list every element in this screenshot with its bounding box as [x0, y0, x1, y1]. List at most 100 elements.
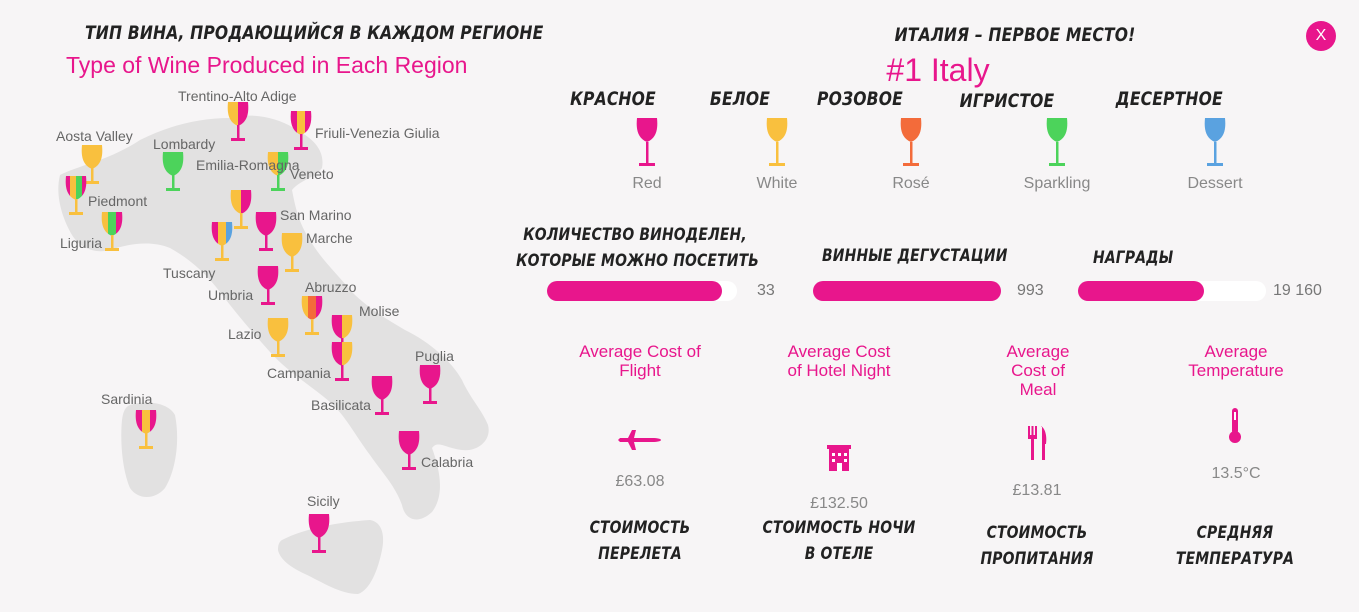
legend-white-label: White: [756, 175, 798, 192]
awards-bar: [1078, 281, 1266, 301]
region-label-marche: Marche: [306, 230, 353, 246]
sparkling-wine-glass-icon: [1046, 118, 1068, 166]
meal-cost-title: Average Cost of Meal: [1006, 342, 1070, 399]
legend-dessert-label: Dessert: [1187, 175, 1243, 192]
legend-sparkling-ru: ИГРИСТОЕ: [959, 90, 1055, 112]
close-button[interactable]: X: [1306, 21, 1336, 51]
glass-basilicata: [371, 376, 393, 415]
awards-value: 19 160: [1273, 282, 1322, 299]
hotel-cost-ru-line1: СТОИМОСТЬ НОЧИ: [762, 518, 916, 538]
region-label-piedmont: Piedmont: [88, 193, 148, 209]
glass-sicily: [308, 514, 330, 553]
hotel-cost-value: £132.50: [810, 495, 868, 512]
hotel-icon: [827, 445, 851, 471]
header-subtitle-ru: ИТАЛИЯ – ПЕРВОЕ МЕСТО!: [894, 24, 1136, 46]
glass-lazio: [267, 318, 289, 357]
region-label-aosta: Aosta Valley: [56, 128, 133, 144]
glass-marche: [281, 233, 303, 272]
map-glasses: [65, 102, 441, 553]
glass-veneto: [267, 152, 289, 191]
glass-abruzzo: [301, 296, 323, 335]
fork-knife-icon: [1028, 426, 1047, 460]
flight-cost-ru-line2: ПЕРЕЛЕТА: [598, 544, 682, 564]
wineries-bar: [547, 281, 737, 301]
glass-tuscany: [211, 222, 233, 261]
flight-cost-ru: СТОИМОСТЬ ПЕРЕЛЕТА: [574, 515, 705, 567]
red-wine-glass-icon: [636, 118, 658, 166]
flight-cost-title: Average Cost of Flight: [579, 342, 701, 380]
region-label-emilia: Emilia-Romagna: [196, 157, 300, 173]
region-label-veneto: Veneto: [290, 166, 334, 182]
temperature-ru-line2: ТЕМПЕРАТУРА: [1175, 549, 1295, 569]
tastings-bar-fill: [813, 281, 1001, 301]
region-label-lombardy: Lombardy: [153, 136, 216, 152]
region-label-tuscany: Tuscany: [163, 265, 216, 281]
region-label-sicily: Sicily: [307, 493, 340, 509]
legend-white-ru: БЕЛОЕ: [709, 88, 771, 110]
region-label-puglia: Puglia: [415, 348, 454, 364]
region-label-basilicata: Basilicata: [311, 397, 371, 413]
glass-umbria: [257, 266, 279, 305]
hotel-cost-ru-line2: В ОТЕЛЕ: [804, 544, 874, 564]
meal-cost-value: £13.81: [1012, 482, 1062, 499]
region-label-molise: Molise: [359, 303, 400, 319]
region-label-sardinia: Sardinia: [101, 391, 153, 407]
flight-cost-value: £63.08: [615, 473, 665, 490]
glass-piedmont: [65, 176, 87, 215]
glass-emilia: [230, 190, 252, 229]
glass-sardinia: [135, 410, 157, 449]
wineries-bar-fill: [547, 281, 722, 301]
hotel-cost-ru: СТОИМОСТЬ НОЧИ В ОТЕЛЕ: [761, 515, 917, 567]
dessert-wine-glass-icon: [1204, 118, 1226, 166]
glass-lombardy: [162, 152, 184, 191]
glass-puglia: [419, 365, 441, 404]
legend-dessert-ru: ДЕСЕРТНОЕ: [1115, 88, 1223, 110]
thermometer-icon: [1229, 408, 1241, 443]
awards-bar-fill: [1078, 281, 1204, 301]
italy-mainland-shape: [58, 115, 489, 520]
wineries-label-line1: КОЛИЧЕСТВО ВИНОДЕЛЕН,: [523, 225, 747, 245]
region-label-san-marino: San Marino: [280, 207, 352, 223]
tastings-bar: [813, 281, 1001, 301]
region-label-campania: Campania: [267, 365, 331, 381]
legend-rose-ru: РОЗОВОЕ: [817, 88, 903, 110]
legend-red-label: Red: [632, 175, 662, 192]
glass-aosta: [81, 145, 103, 184]
wineries-value: 33: [757, 282, 775, 299]
region-label-liguria: Liguria: [60, 235, 103, 251]
white-wine-glass-icon: [766, 118, 788, 166]
temperature-ru: СРЕДНЯЯ ТЕМПЕРАТУРА: [1165, 520, 1304, 572]
map-title-ru: ТИП ВИНА, ПРОДАЮЩИЙСЯ В КАЖДОМ РЕГИОНЕ: [85, 22, 544, 44]
legend-sparkling-label: Sparkling: [1023, 175, 1091, 192]
region-label-umbria: Umbria: [208, 287, 254, 303]
region-label-friuli: Friuli-Venezia Giulia: [315, 125, 440, 141]
glass-campania: [331, 342, 353, 381]
glass-liguria: [101, 212, 123, 251]
region-label-calabria: Calabria: [421, 454, 474, 470]
glass-trentino: [227, 102, 249, 141]
hotel-cost-title: Average Cost of Hotel Night: [787, 342, 891, 380]
meal-cost-ru-line1: СТОИМОСТЬ: [986, 523, 1088, 543]
rose-wine-glass-icon: [900, 118, 922, 166]
tastings-label: ВИННЫЕ ДЕГУСТАЦИИ: [822, 246, 1008, 266]
region-label-abruzzo: Abruzzo: [305, 279, 357, 295]
flight-cost-ru-line1: СТОИМОСТЬ: [589, 518, 691, 538]
map-title: Type of Wine Produced in Each Region: [66, 52, 468, 78]
legend-rose-label: Rosé: [892, 175, 930, 192]
meal-cost-ru: СТОИМОСТЬ ПРОПИТАНИЯ: [971, 520, 1102, 572]
region-label-trentino: Trentino-Alto Adige: [178, 88, 297, 104]
airplane-icon: [618, 430, 661, 450]
awards-label: НАГРАДЫ: [1093, 248, 1174, 268]
wineries-label: КОЛИЧЕСТВО ВИНОДЕЛЕН, КОТОРЫЕ МОЖНО ПОСЕ…: [516, 222, 760, 274]
glass-calabria: [398, 431, 420, 470]
page-title: #1 Italy: [886, 52, 990, 88]
temperature-value: 13.5°C: [1211, 465, 1261, 482]
legend-red-ru: КРАСНОЕ: [570, 88, 656, 110]
region-label-lazio: Lazio: [228, 326, 262, 342]
sardinia-shape: [121, 402, 178, 497]
meal-cost-ru-line2: ПРОПИТАНИЯ: [980, 549, 1094, 569]
tastings-value: 993: [1017, 282, 1044, 299]
wineries-label-line2: КОТОРЫЕ МОЖНО ПОСЕТИТЬ: [516, 251, 760, 271]
sicily-shape: [278, 520, 384, 594]
temperature-title: Average Temperature: [1188, 342, 1284, 380]
